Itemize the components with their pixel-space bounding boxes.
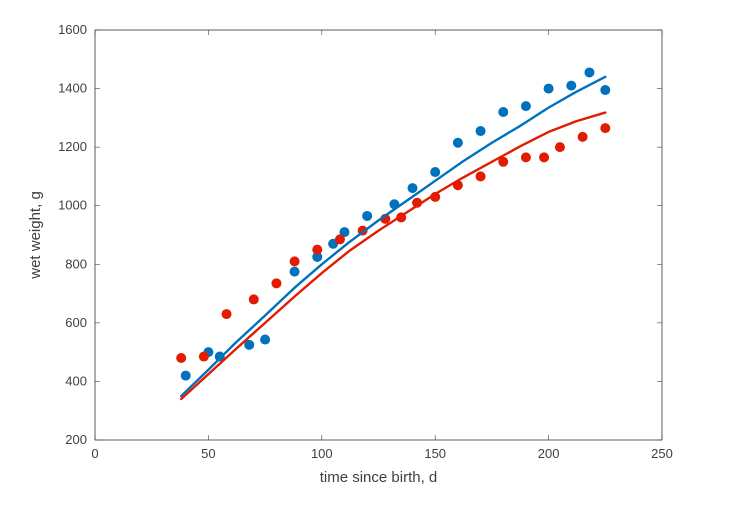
data-point-red [176, 353, 186, 363]
x-axis-label: time since birth, d [320, 469, 438, 486]
y-tick-label: 400 [65, 373, 87, 388]
y-tick-label: 1200 [58, 139, 87, 154]
data-point-red [312, 245, 322, 255]
data-point-blue [498, 107, 508, 117]
data-point-red [555, 142, 565, 152]
data-point-blue [260, 335, 270, 345]
data-point-red [521, 152, 531, 162]
x-tick-label: 0 [91, 446, 98, 461]
data-point-red [249, 294, 259, 304]
chart-container: 0 50 100 150 200 250 200 400 600 800 1000 1200 1400 1… [0, 0, 729, 521]
data-point-blue [453, 138, 463, 148]
data-point-blue [290, 267, 300, 277]
y-tick-label: 800 [65, 256, 87, 271]
y-tick-label: 1600 [58, 22, 87, 37]
x-tick-label: 250 [651, 446, 673, 461]
data-point-red [222, 309, 232, 319]
x-tick-label: 50 [201, 446, 215, 461]
data-point-red [271, 278, 281, 288]
data-point-blue [600, 85, 610, 95]
x-tick-label: 150 [424, 446, 446, 461]
data-point-red [600, 123, 610, 133]
y-tick-label: 200 [65, 432, 87, 447]
y-tick-label: 600 [65, 315, 87, 330]
y-axis-label: wet weight, g [27, 191, 44, 280]
data-point-blue [544, 84, 554, 94]
data-point-blue [408, 183, 418, 193]
data-point-blue [430, 167, 440, 177]
data-point-blue [476, 126, 486, 136]
data-point-blue [521, 101, 531, 111]
data-point-blue [584, 67, 594, 77]
data-point-red [539, 152, 549, 162]
data-point-red [476, 171, 486, 181]
data-point-red [578, 132, 588, 142]
x-tick-label: 200 [538, 446, 560, 461]
data-point-blue [181, 371, 191, 381]
y-tick-label: 1400 [58, 81, 87, 96]
data-point-blue [362, 211, 372, 221]
data-point-red [199, 352, 209, 362]
data-point-red [335, 234, 345, 244]
growth-chart: 0 50 100 150 200 250 200 400 600 800 1000 1200 1400 1… [0, 0, 729, 521]
data-point-blue [566, 81, 576, 91]
data-point-red [290, 256, 300, 266]
y-tick-label: 1000 [58, 198, 87, 213]
x-tick-label: 100 [311, 446, 333, 461]
